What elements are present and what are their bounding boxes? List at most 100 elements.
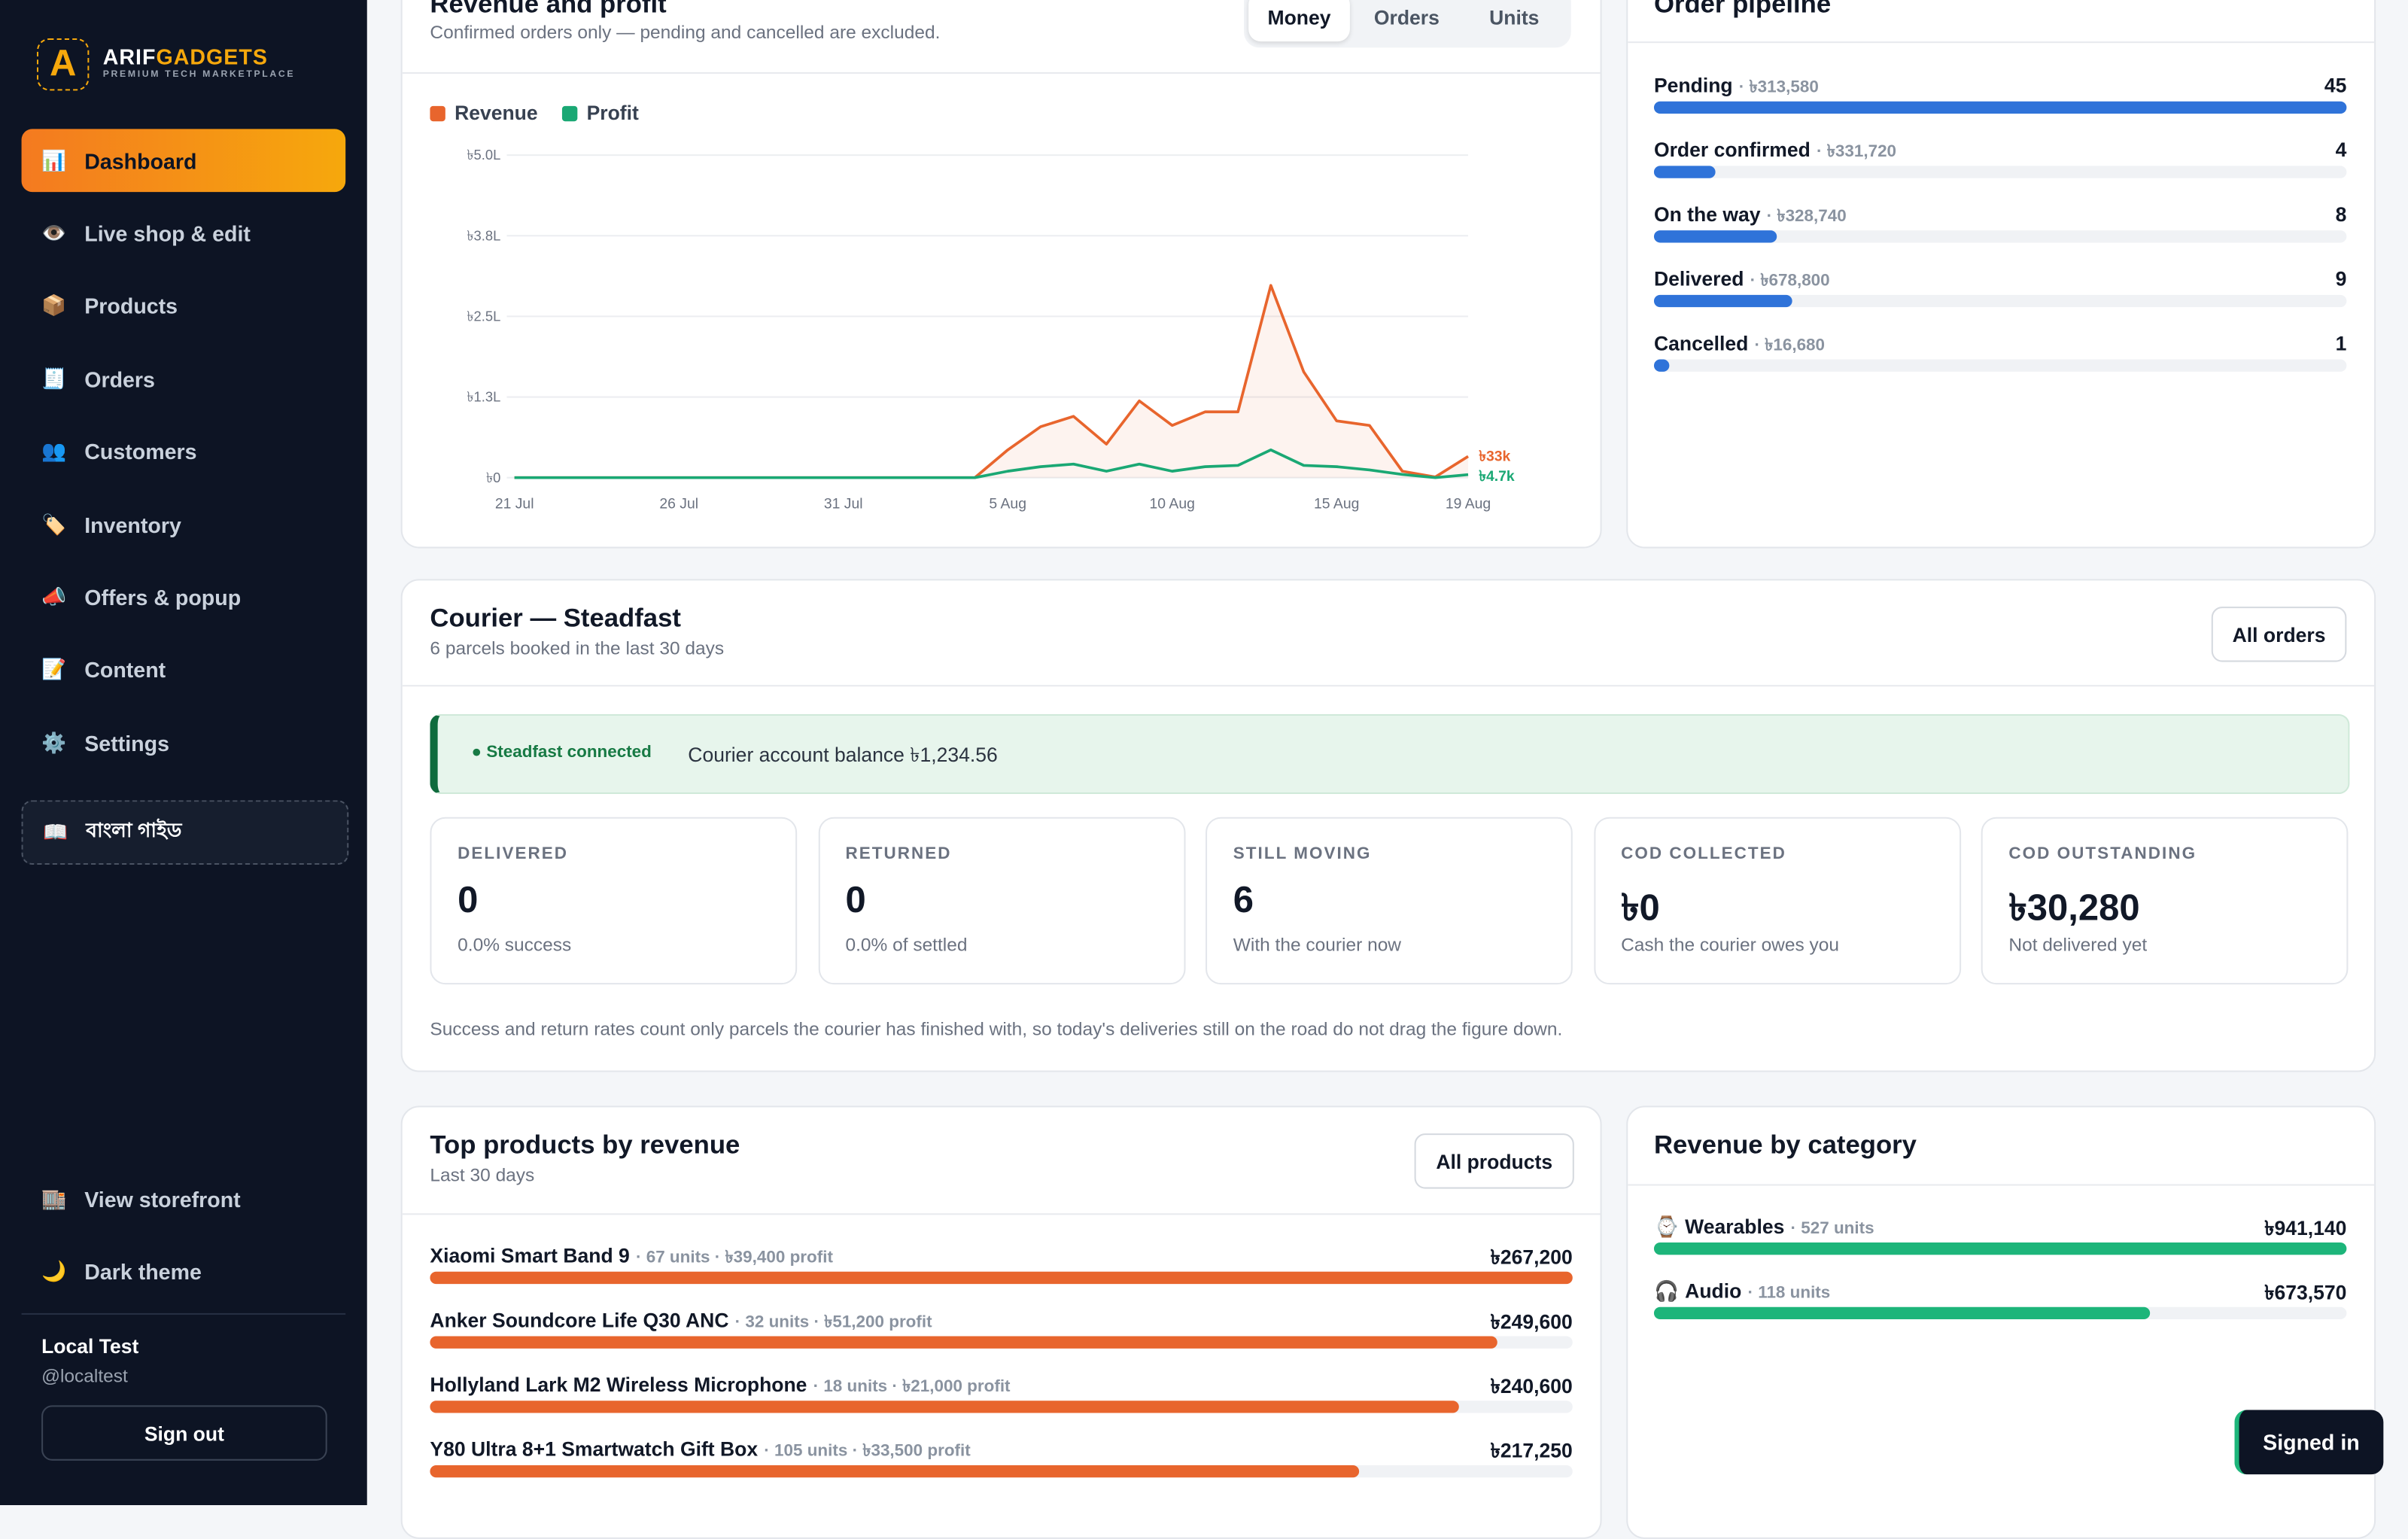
- row-value: ৳673,570: [2264, 1281, 2347, 1304]
- legend-label: Revenue: [455, 102, 538, 124]
- row-label: Pending · ৳313,580: [1654, 74, 1819, 103]
- bar: [430, 1465, 1359, 1478]
- label: Dashboard: [84, 148, 197, 173]
- label: Dark theme: [84, 1258, 202, 1284]
- legend-swatch: [561, 105, 578, 122]
- tab[interactable]: Orders: [1373, 5, 1440, 29]
- divider: [21, 1312, 346, 1315]
- card-title: Revenue by category: [1653, 1130, 1917, 1160]
- stat-card: RETURNED 0 0.0% of settled: [817, 817, 1185, 985]
- row-label: On the way · ৳328,740: [1654, 203, 1847, 233]
- label: Content: [84, 658, 166, 683]
- label: Orders: [84, 367, 155, 391]
- track: [1653, 1306, 2347, 1320]
- bar: [1653, 1242, 2347, 1255]
- nav-item[interactable]: 🏷️ Inventory: [22, 493, 346, 556]
- name: Order confirmed: [1653, 138, 1811, 162]
- row-label: Hollyland Lark M2 Wireless Microphone · 1…: [430, 1373, 1010, 1403]
- stat-card: COD COLLECTED ৳0 Cash the courier owes you: [1593, 817, 1961, 985]
- stat-label: COD OUTSTANDING: [2008, 844, 2197, 863]
- all-orders-button[interactable]: All orders: [2211, 607, 2347, 662]
- stat-label: RETURNED: [845, 844, 952, 863]
- brand-second: GADGETS: [156, 44, 268, 69]
- name: Anker Soundcore Life Q30 ANC: [430, 1308, 729, 1332]
- all-products-button[interactable]: All products: [1414, 1133, 1574, 1189]
- x-tick-label: 21 Jul: [495, 496, 534, 512]
- card-subtitle: 6 parcels booked in the last 30 days: [430, 637, 725, 659]
- row-label: Delivered · ৳678,800: [1654, 268, 1830, 297]
- stat-value: 6: [1233, 880, 1254, 922]
- meta: · 32 units · ৳51,200 profit: [734, 1313, 932, 1332]
- divider: [402, 1213, 1601, 1215]
- nav-item[interactable]: 📣 Offers & popup: [22, 566, 346, 629]
- name: Hollyland Lark M2 Wireless Microphone: [430, 1373, 807, 1397]
- card-subtitle: Confirmed orders only — pending and canc…: [430, 21, 941, 44]
- tab[interactable]: Money: [1248, 0, 1350, 42]
- row-value: ৳267,200: [1490, 1245, 1573, 1269]
- stat-value: ৳30,280: [2008, 887, 2140, 929]
- card-subtitle: Last 30 days: [430, 1163, 535, 1186]
- nav-item[interactable]: 📊 Dashboard: [21, 129, 346, 193]
- toast: Signed in: [2234, 1410, 2384, 1475]
- balance: Courier account balance ৳1,234.56: [688, 743, 998, 767]
- bar: [1653, 295, 1793, 308]
- sign-out[interactable]: Sign out: [41, 1405, 327, 1461]
- icon: 📦: [41, 294, 67, 318]
- icon: 👁️: [41, 221, 67, 245]
- stat-label: STILL MOVING: [1233, 844, 1372, 863]
- footer-link[interactable]: 🏬 View storefront: [22, 1167, 346, 1230]
- bar: [430, 1401, 1459, 1413]
- revenue-chart: ৳0 ৳1.3L ৳2.5L ৳3.8L ৳5.0L 21 Jul 26 Jul 31 Jul…: [430, 102, 1515, 512]
- meta: · ৳678,800: [1750, 272, 1830, 291]
- stat-note: 0.0% success: [458, 933, 572, 956]
- card-title: Order pipeline: [1653, 0, 1832, 19]
- track: [1653, 1242, 2347, 1255]
- row-label: Order confirmed · ৳331,720: [1654, 138, 1896, 168]
- label: View storefront: [84, 1186, 241, 1212]
- nav-item[interactable]: 🧾 Orders: [22, 348, 346, 411]
- bar: [1653, 230, 1777, 243]
- name: Delivered: [1653, 267, 1744, 291]
- products-card: Top products by revenue Last 30 days All…: [400, 1106, 1602, 1539]
- track: [430, 1336, 1573, 1349]
- tab[interactable]: Units: [1489, 5, 1540, 29]
- y-tick-label: ৳0: [486, 470, 500, 485]
- icon: 📝: [41, 658, 67, 681]
- nav-item[interactable]: 📝 Content: [22, 639, 346, 702]
- row-value: 45: [2324, 73, 2347, 97]
- name: Wearables: [1685, 1215, 1785, 1238]
- y-tick-label: ৳2.5L: [467, 309, 500, 324]
- stat-card: COD OUTSTANDING ৳30,280 Not delivered yet: [1981, 817, 2349, 985]
- track: [430, 1271, 1573, 1285]
- row-value: ৳941,140: [2264, 1216, 2347, 1239]
- footer-link[interactable]: 🌙 Dark theme: [22, 1239, 346, 1303]
- guide-link[interactable]: 📖 বাংলা গাইড: [21, 800, 349, 865]
- stat-label: DELIVERED: [458, 844, 569, 863]
- user-handle: @localtest: [41, 1365, 128, 1387]
- label: Live shop & edit: [84, 221, 251, 246]
- area: [514, 285, 1469, 478]
- brand-first: ARIF: [102, 44, 157, 69]
- courier-card: Courier — Steadfast 6 parcels booked in …: [400, 579, 2376, 1072]
- card-title: Courier — Steadfast: [430, 604, 681, 633]
- bar: [430, 1271, 1573, 1285]
- nav-item[interactable]: 👁️ Live shop & edit: [22, 202, 346, 265]
- stat-value: ৳0: [1621, 887, 1660, 929]
- stat-note: Not delivered yet: [2008, 933, 2148, 956]
- label: Products: [84, 294, 178, 319]
- nav-item[interactable]: 👥 Customers: [22, 420, 346, 483]
- divider: [402, 71, 1601, 74]
- nav-item[interactable]: ⚙️ Settings: [22, 711, 346, 774]
- nav-item[interactable]: 📦 Products: [22, 275, 346, 338]
- brand: ARIFGADGETS: [103, 44, 268, 69]
- row-value: 1: [2335, 332, 2347, 356]
- icon: 📖: [43, 820, 68, 844]
- status-banner: ● Steadfast connected Courier account ba…: [430, 713, 2350, 795]
- meta: · 118 units: [1747, 1284, 1831, 1303]
- track: [1653, 360, 2347, 373]
- meta: · ৳331,720: [1816, 142, 1897, 162]
- pipeline-card: Order pipeline Pending · ৳313,580 45 Order …: [1626, 0, 2376, 549]
- bar: [1653, 360, 1670, 373]
- label: বাংলা গাইড: [86, 817, 182, 841]
